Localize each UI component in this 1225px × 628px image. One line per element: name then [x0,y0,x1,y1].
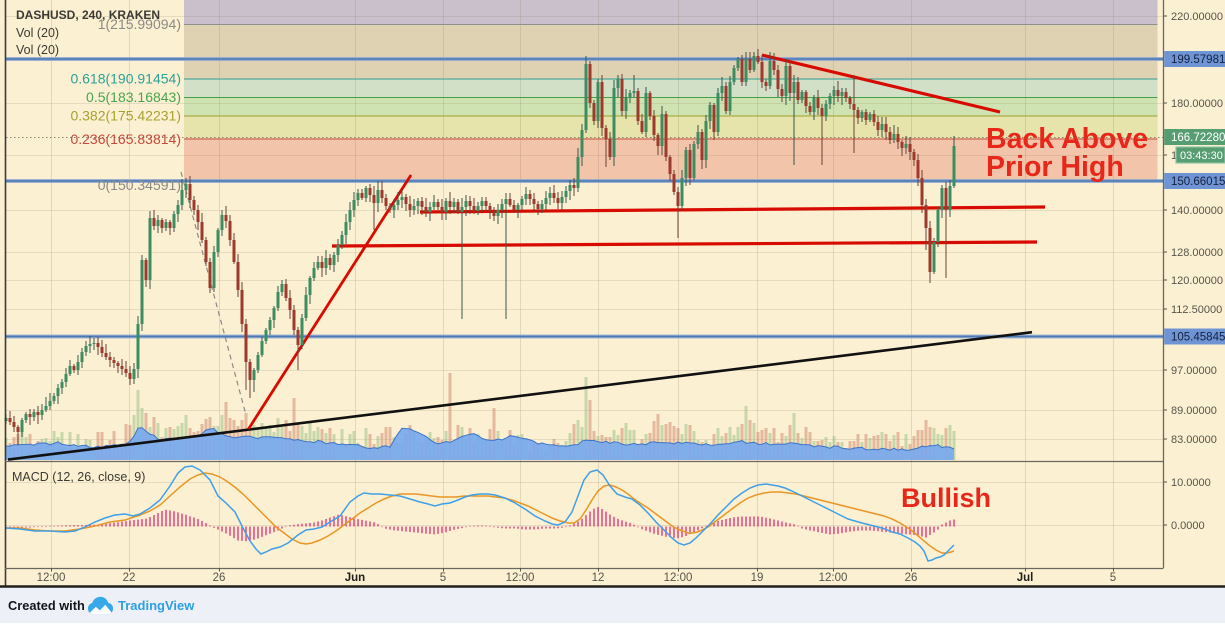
svg-text:105.45845: 105.45845 [1171,332,1225,344]
svg-text:0.382(175.42231): 0.382(175.42231) [70,108,181,124]
svg-text:0(150.34591): 0(150.34591) [98,177,181,193]
svg-text:166.72280: 166.72280 [1171,132,1225,144]
svg-text:Jun: Jun [345,572,365,584]
svg-text:03:43:30: 03:43:30 [1180,150,1223,162]
svg-text:220.00000: 220.00000 [1171,11,1223,23]
svg-text:150.66015: 150.66015 [1171,176,1225,188]
svg-text:Jul: Jul [1017,572,1034,584]
svg-text:26: 26 [905,572,918,584]
svg-text:Vol (20): Vol (20) [16,43,59,57]
svg-text:22: 22 [123,572,136,584]
svg-text:26: 26 [213,572,226,584]
svg-text:97.00000: 97.00000 [1171,365,1217,377]
svg-text:19: 19 [751,572,764,584]
svg-text:Bullish: Bullish [901,483,991,513]
svg-text:5: 5 [440,572,446,584]
svg-text:MACD (12, 26, close, 9): MACD (12, 26, close, 9) [12,470,145,484]
svg-text:128.00000: 128.00000 [1171,247,1223,259]
svg-text:0.618(190.91454): 0.618(190.91454) [70,71,181,87]
svg-text:Prior High: Prior High [986,151,1124,183]
svg-text:89.00000: 89.00000 [1171,405,1217,417]
svg-text:TradingView: TradingView [118,598,195,613]
svg-text:112.50000: 112.50000 [1171,304,1222,316]
svg-text:0.236(165.83814): 0.236(165.83814) [70,131,181,147]
svg-text:5: 5 [1110,572,1116,584]
svg-text:140.00000: 140.00000 [1171,205,1223,217]
svg-text:12: 12 [592,572,605,584]
svg-text:10.0000: 10.0000 [1171,477,1211,489]
svg-text:12:00: 12:00 [37,572,66,584]
svg-text:0.5(183.16843): 0.5(183.16843) [86,89,181,105]
svg-text:12:00: 12:00 [506,572,535,584]
svg-text:199.57981: 199.57981 [1171,54,1225,66]
svg-text:12:00: 12:00 [819,572,848,584]
svg-text:Created with: Created with [8,598,85,613]
svg-text:Vol (20): Vol (20) [16,26,59,40]
svg-text:Back Above: Back Above [986,123,1148,155]
svg-text:DASHUSD, 240, KRAKEN: DASHUSD, 240, KRAKEN [16,8,160,22]
svg-text:120.00000: 120.00000 [1171,275,1223,287]
svg-text:1(215.99094): 1(215.99094) [98,16,181,32]
svg-text:12:00: 12:00 [664,572,693,584]
svg-text:180.00000: 180.00000 [1171,98,1223,110]
svg-text:0.0000: 0.0000 [1171,520,1205,532]
svg-text:83.00000: 83.00000 [1171,434,1217,446]
